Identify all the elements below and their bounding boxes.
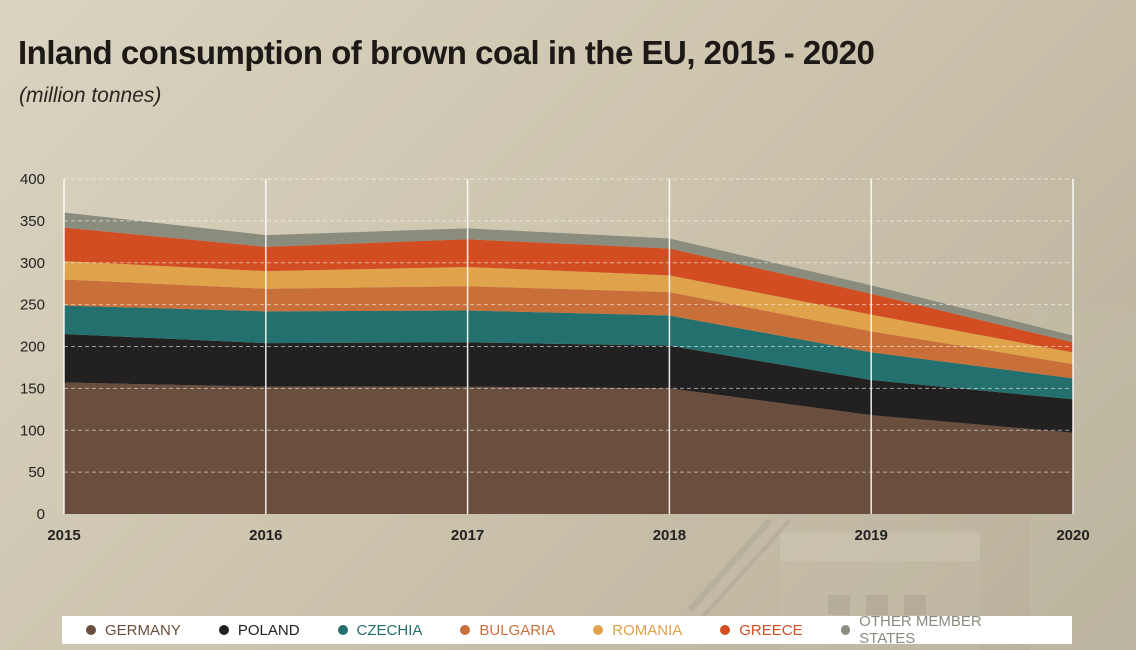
x-tick-label: 2019: [855, 527, 888, 544]
y-tick-label: 400: [20, 171, 45, 188]
legend-item: BULGARIA: [460, 622, 555, 639]
legend-label: POLAND: [237, 621, 300, 639]
x-tick-label: 2018: [653, 527, 686, 544]
legend-swatch: [460, 625, 471, 635]
x-axis: 2015 2016 2017 2018 2019 2020: [47, 527, 1089, 544]
legend-label: GERMANY: [105, 621, 181, 639]
x-tick-label: 2016: [249, 527, 282, 544]
grid-lines: [63, 178, 1074, 514]
legend-item: CZECHIA: [337, 621, 423, 639]
area-layers: [64, 212, 1073, 514]
chart-subtitle: (million tonnes): [19, 84, 162, 107]
legend: GERMANY POLAND CZECHIA BULGARIA ROMANIA GREEC…: [62, 613, 1072, 647]
y-tick-label: 100: [20, 422, 45, 439]
y-tick-label: 250: [20, 297, 45, 314]
x-tick-label: 2015: [47, 527, 80, 544]
y-tick-label: 150: [20, 380, 45, 397]
legend-item: GREECE: [720, 621, 803, 639]
legend-item: POLAND: [218, 621, 300, 639]
legend-item: ROMANIA: [593, 622, 682, 639]
area-other-member-states: [64, 212, 1073, 343]
area-czechia: [64, 305, 1073, 400]
y-tick-label: 0: [37, 506, 45, 523]
x-tick-label: 2017: [451, 527, 484, 544]
area-germany: [64, 382, 1073, 514]
legend-swatch: [86, 625, 96, 635]
y-tick-label: 350: [20, 213, 45, 230]
y-tick-label: 300: [20, 255, 45, 272]
legend-swatch: [720, 625, 731, 635]
y-axis: 0 50 100 150 200 250 300 350 400: [20, 171, 45, 523]
legend-swatch: [218, 625, 229, 635]
legend-label: GREECE: [739, 621, 803, 639]
legend-swatch: [593, 625, 604, 635]
legend-label: BULGARIA: [479, 621, 556, 639]
legend-label: ROMANIA: [612, 621, 683, 639]
area-romania: [64, 261, 1073, 365]
legend-label: CZECHIA: [356, 621, 423, 639]
y-tick-label: 50: [28, 464, 45, 481]
legend-item: OTHER MEMBER STATES: [840, 613, 1034, 647]
legend-item: GERMANY: [86, 622, 181, 639]
legend-label: OTHER MEMBER STATES: [859, 613, 982, 647]
chart-title: Inland consumption of brown coal in the …: [18, 34, 875, 71]
x-tick-label: 2020: [1056, 527, 1089, 544]
area-poland: [64, 333, 1073, 433]
area-greece: [64, 227, 1073, 353]
legend-swatch: [337, 625, 348, 635]
y-tick-label: 200: [20, 339, 45, 356]
legend-swatch: [840, 625, 851, 635]
